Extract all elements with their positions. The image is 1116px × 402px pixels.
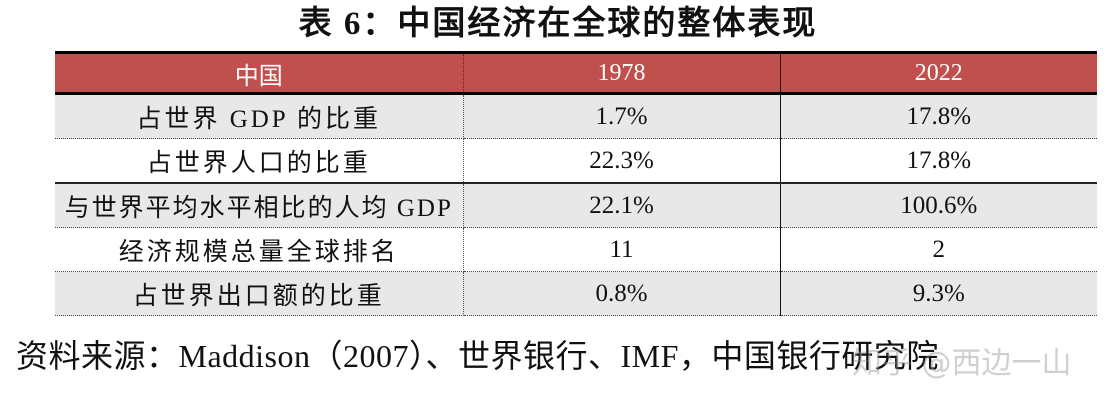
row-label: 与世界平均水平相比的人均 GDP (55, 183, 464, 228)
header-row: 中国 1978 2022 (55, 51, 1097, 95)
row-label: 占世界人口的比重 (55, 138, 464, 184)
value-1978: 22.3% (463, 138, 781, 184)
header-1978: 1978 (463, 51, 781, 95)
value-2022: 17.8% (780, 138, 1097, 184)
header-2022: 2022 (780, 51, 1097, 95)
table-row: 占世界 GDP 的比重 1.7% 17.8% (55, 93, 1097, 139)
value-2022: 9.3% (780, 271, 1097, 316)
value-2022: 100.6% (780, 183, 1097, 228)
table-row: 与世界平均水平相比的人均 GDP 22.1% 100.6% (55, 183, 1097, 228)
value-1978: 0.8% (463, 271, 781, 316)
row-label: 经济规模总量全球排名 (55, 227, 464, 272)
value-1978: 22.1% (463, 183, 781, 228)
table-title: 表 6：中国经济在全球的整体表现 (298, 6, 818, 42)
table-row: 占世界出口额的比重 0.8% 9.3% (55, 271, 1097, 316)
header-country: 中国 (55, 51, 464, 95)
row-label: 占世界出口额的比重 (55, 271, 464, 316)
table-row: 经济规模总量全球排名 11 2 (55, 227, 1097, 272)
table-row: 占世界人口的比重 22.3% 17.8% (55, 138, 1097, 184)
china-economy-table: 中国 1978 2022 占世界 GDP 的比重 1.7% 17.8% 占世界人… (55, 51, 1097, 316)
value-1978: 11 (463, 227, 781, 272)
value-2022: 2 (780, 227, 1097, 272)
row-label: 占世界 GDP 的比重 (55, 93, 464, 139)
source-note: 资料来源：Maddison（2007）、世界银行、IMF，中国银行研究院 (16, 338, 939, 374)
value-2022: 17.8% (780, 93, 1097, 139)
value-1978: 1.7% (463, 93, 781, 139)
